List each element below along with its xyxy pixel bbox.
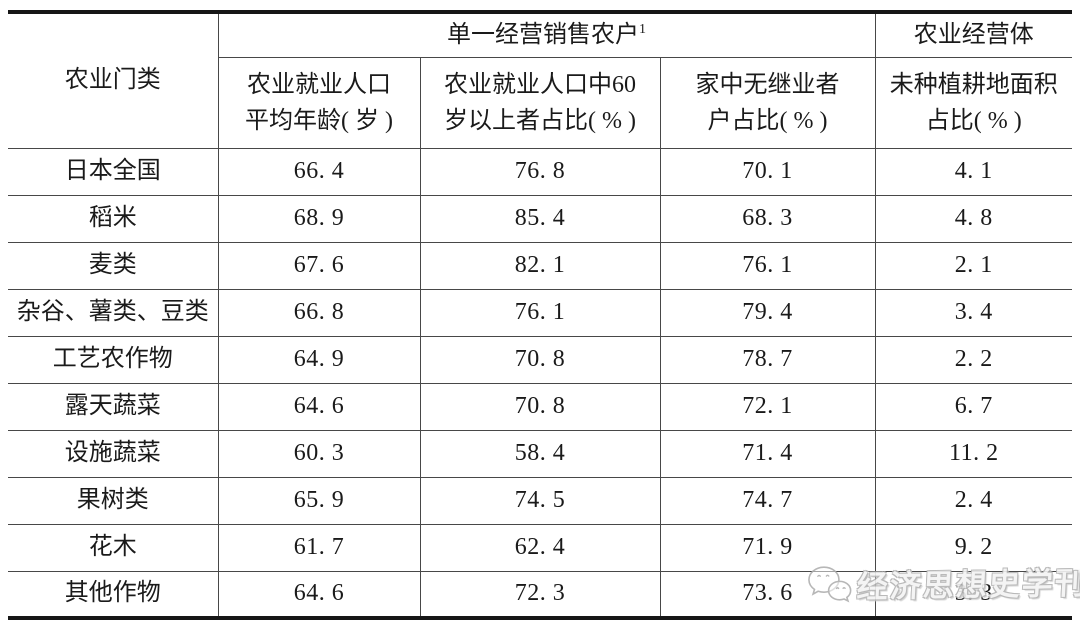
table-row: 日本全国 66. 4 76. 8 70. 1 4. 1 [8,147,1073,196]
cell-value: 68. 3 [659,194,876,243]
subheader-over-60-share: 农业就业人口中60 岁以上者占比( % ) [419,56,661,149]
row-category: 露天蔬菜 [8,382,219,431]
cell-value: 2. 2 [874,335,1073,384]
cell-value: 70. 8 [419,382,661,431]
cell-value: 61. 7 [217,523,421,572]
cell-value: 11. 2 [874,429,1073,478]
cell-value: 72. 3 [419,570,661,619]
cell-value: 71. 4 [659,429,876,478]
header-agriculture-category: 农业门类 [8,11,219,149]
row-category: 日本全国 [8,147,219,196]
table-row: 露天蔬菜 64. 6 70. 8 72. 1 6. 7 [8,382,1073,431]
cell-value: 67. 6 [217,241,421,290]
cell-value: 3. 3 [874,570,1073,619]
cell-value: 82. 1 [419,241,661,290]
subheader-line: 农业就业人口中60 [444,71,636,98]
cell-value: 79. 4 [659,288,876,337]
cell-value: 62. 4 [419,523,661,572]
row-category: 其他作物 [8,570,219,619]
cell-value: 6. 7 [874,382,1073,431]
cell-value: 70. 1 [659,147,876,196]
row-category: 稻米 [8,194,219,243]
cell-value: 76. 1 [419,288,661,337]
cell-value: 73. 6 [659,570,876,619]
row-category: 花木 [8,523,219,572]
cell-value: 4. 1 [874,147,1073,196]
subheader-line: 户占比( % ) [707,107,828,134]
row-category: 杂谷、薯类、豆类 [8,288,219,337]
header-group-agricultural-entities: 农业经营体 [874,11,1073,58]
cell-value: 72. 1 [659,382,876,431]
subheader-line: 农业就业人口 [247,71,391,98]
subheader-line: 岁以上者占比( % ) [444,107,636,134]
cell-value: 64. 9 [217,335,421,384]
cell-value: 74. 5 [419,476,661,525]
row-category: 果树类 [8,476,219,525]
row-category: 麦类 [8,241,219,290]
cell-value: 2. 1 [874,241,1073,290]
cell-value: 66. 8 [217,288,421,337]
cell-value: 3. 4 [874,288,1073,337]
subheader-line: 占比( % ) [925,107,1022,134]
cell-value: 76. 1 [659,241,876,290]
cell-value: 64. 6 [217,570,421,619]
cell-value: 60. 3 [217,429,421,478]
table-row: 其他作物 64. 6 72. 3 73. 6 3. 3 [8,570,1073,619]
cell-value: 70. 8 [419,335,661,384]
subheader-line: 平均年龄( 岁 ) [245,107,393,134]
cell-value: 58. 4 [419,429,661,478]
row-category: 工艺农作物 [8,335,219,384]
footnote-superscript: 1 [639,21,647,37]
table-row: 设施蔬菜 60. 3 58. 4 71. 4 11. 2 [8,429,1073,478]
agriculture-statistics-table: 农业门类 单一经营销售农户1 农业经营体 农业就业人口 平均年龄( 岁 ) 农业… [8,10,1073,620]
table-row: 花木 61. 7 62. 4 71. 9 9. 2 [8,523,1073,572]
cell-value: 2. 4 [874,476,1073,525]
table-row: 果树类 65. 9 74. 5 74. 7 2. 4 [8,476,1073,525]
cell-value: 65. 9 [217,476,421,525]
cell-value: 68. 9 [217,194,421,243]
subheader-avg-age: 农业就业人口 平均年龄( 岁 ) [218,56,421,149]
cell-value: 66. 4 [217,147,421,196]
cell-value: 4. 8 [874,194,1073,243]
subheader-line: 家中无继业者 [695,71,840,98]
subheader-line: 未种植耕地面积 [889,71,1058,98]
header-group-single-operation-sales-farms: 单一经营销售农户1 [217,11,876,58]
table-row: 工艺农作物 64. 9 70. 8 78. 7 2. 2 [8,335,1073,384]
row-category: 设施蔬菜 [8,429,219,478]
cell-value: 71. 9 [659,523,876,572]
cell-value: 9. 2 [874,523,1073,572]
cell-value: 64. 6 [217,382,421,431]
cell-value: 85. 4 [419,194,661,243]
subheader-unplanted-land-share: 未种植耕地面积 占比( % ) [874,56,1073,149]
cell-value: 74. 7 [659,476,876,525]
cell-value: 76. 8 [419,147,661,196]
cell-value: 78. 7 [659,335,876,384]
subheader-no-successor-share: 家中无继业者 户占比( % ) [659,56,876,149]
table-row: 杂谷、薯类、豆类 66. 8 76. 1 79. 4 3. 4 [8,288,1073,337]
header-group-label: 单一经营销售农户 [447,21,640,48]
table-row: 稻米 68. 9 85. 4 68. 3 4. 8 [8,194,1073,243]
table-row: 麦类 67. 6 82. 1 76. 1 2. 1 [8,241,1073,290]
